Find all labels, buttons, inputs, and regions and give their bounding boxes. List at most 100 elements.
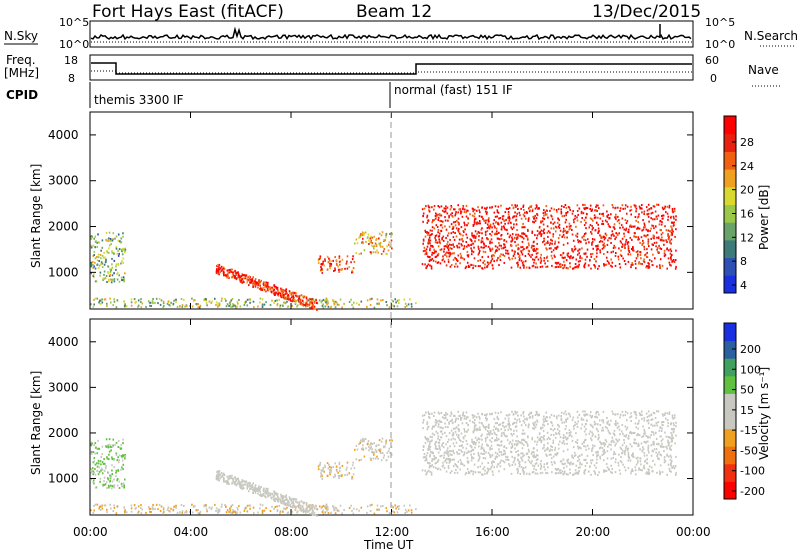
scatter-cell — [329, 471, 331, 474]
scatter-cell — [116, 271, 119, 274]
scatter-cell — [528, 207, 530, 210]
scatter-cell — [421, 263, 424, 266]
scatter-cell — [621, 444, 624, 447]
scatter-cell — [389, 439, 391, 442]
scatter-cell — [228, 511, 230, 513]
y-tick-label: 3000 — [48, 174, 79, 188]
scatter-cell — [483, 466, 486, 469]
scatter-cell — [566, 252, 569, 255]
scatter-cell — [450, 411, 452, 414]
scatter-cell — [466, 468, 469, 471]
scatter-cell — [575, 472, 577, 475]
scatter-cell — [355, 444, 358, 447]
scatter-cell — [637, 226, 639, 229]
scatter-cell — [140, 300, 142, 303]
scatter-cell — [234, 476, 236, 479]
scatter-cell — [370, 235, 372, 238]
colorbar-segment — [724, 133, 736, 152]
scatter-cell — [546, 255, 549, 258]
scatter-cell — [538, 207, 540, 210]
scatter-cell — [160, 505, 163, 508]
scatter-cell — [557, 261, 560, 264]
scatter-cell — [94, 297, 97, 300]
scatter-cell — [523, 415, 525, 418]
scatter-cell — [606, 466, 609, 469]
scatter-cell — [524, 461, 527, 464]
scatter-cell — [610, 443, 612, 446]
scatter-cell — [327, 508, 329, 511]
scatter-cell — [522, 232, 525, 235]
scatter-cell — [446, 452, 448, 455]
scatter-cell — [473, 234, 475, 237]
scatter-cell — [259, 297, 262, 300]
scatter-cell — [461, 257, 464, 260]
scatter-cell — [619, 266, 622, 269]
scatter-cell — [276, 292, 279, 295]
scatter-cell — [294, 508, 297, 510]
scatter-cell — [546, 454, 548, 457]
scatter-cell — [650, 454, 653, 457]
scatter-cell — [466, 443, 469, 446]
scatter-cell — [501, 432, 503, 435]
scatter-cell — [288, 504, 290, 507]
scatter-cell — [497, 211, 500, 214]
colorbar-segment — [724, 151, 736, 170]
scatter-cell — [467, 416, 469, 419]
scatter-cell — [240, 279, 243, 282]
scatter-cell — [670, 225, 672, 228]
scatter-cell — [476, 222, 478, 225]
scatter-cell — [563, 260, 565, 263]
scatter-cell — [463, 246, 466, 249]
scatter-cell — [627, 459, 630, 462]
scatter-cell — [511, 464, 514, 466]
scatter-cell — [590, 459, 592, 462]
scatter-cell — [474, 443, 477, 446]
scatter-cell — [306, 507, 308, 510]
scatter-cell — [274, 497, 277, 500]
scatter-cell — [358, 303, 360, 306]
scatter-cell — [463, 258, 466, 261]
scatter-cell — [596, 458, 598, 461]
scatter-cell — [608, 431, 610, 434]
scatter-cell — [552, 227, 555, 230]
scatter-cell — [425, 459, 428, 462]
scatter-cell — [533, 427, 535, 430]
scatter-cell — [670, 242, 672, 245]
scatter-cell — [360, 439, 362, 442]
scatter-cell — [663, 450, 665, 453]
scatter-cell — [121, 279, 123, 281]
scatter-cell — [398, 302, 400, 304]
scatter-cell — [542, 429, 545, 432]
scatter-cell — [664, 253, 667, 256]
scatter-cell — [553, 221, 556, 224]
scatter-cell — [547, 216, 549, 219]
scatter-cell — [105, 231, 108, 234]
scatter-cell — [244, 277, 247, 280]
scatter-cell — [625, 240, 627, 243]
scatter-cell — [429, 448, 431, 451]
scatter-cell — [585, 221, 587, 224]
scatter-cell — [381, 231, 384, 234]
scatter-cell — [427, 469, 430, 472]
scatter-cell — [591, 218, 593, 221]
scatter-cell — [675, 265, 677, 268]
scatter-cell — [634, 466, 637, 469]
scatter-cell — [523, 421, 526, 424]
scatter-cell — [603, 242, 605, 245]
scatter-cell — [521, 452, 524, 455]
scatter-cell — [614, 264, 617, 267]
scatter-cell — [427, 219, 430, 222]
scatter-cell — [525, 441, 527, 443]
scatter-cell — [520, 251, 523, 254]
scatter-cell — [241, 487, 244, 490]
scatter-cell — [603, 449, 605, 451]
scatter-cell — [643, 419, 645, 422]
scatter-cell — [467, 222, 470, 225]
scatter-cell — [631, 468, 633, 471]
scatter-cell — [343, 302, 345, 305]
scatter-cell — [648, 265, 650, 267]
scatter-cell — [573, 245, 576, 248]
scatter-cell — [296, 295, 299, 298]
scatter-cell — [324, 259, 326, 262]
scatter-cell — [531, 415, 534, 418]
